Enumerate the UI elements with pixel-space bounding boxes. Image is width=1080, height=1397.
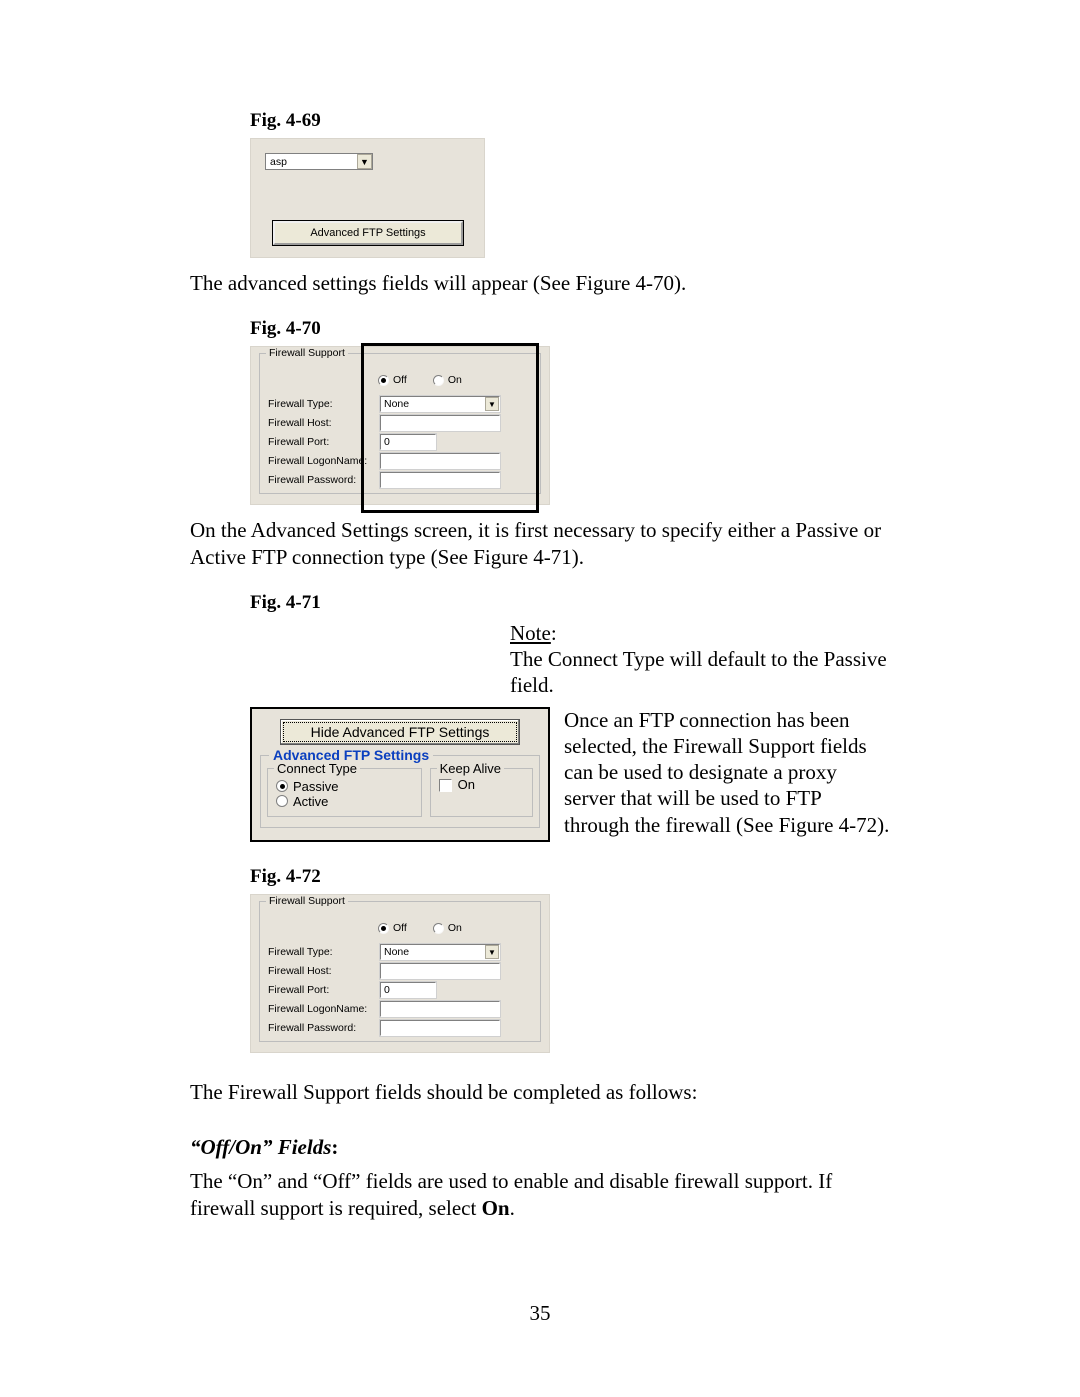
firewall-support-fieldset: Firewall Support Off On Firewall Type: N…	[259, 353, 541, 494]
inner-row: Connect Type Passive Active Keep Alive O…	[267, 768, 533, 818]
firewall-logon-label: Firewall LogonName:	[268, 1003, 380, 1015]
firewall-logon-input[interactable]	[380, 453, 500, 469]
chevron-down-icon: ▼	[485, 945, 499, 959]
extension-dropdown[interactable]: asp ▼	[265, 153, 373, 170]
firewall-type-label: Firewall Type:	[268, 398, 380, 410]
form-row: Firewall Password:	[268, 1020, 532, 1036]
flow-paragraph: Once an FTP connection has been selected…	[564, 707, 890, 838]
firewall-support-legend: Firewall Support	[266, 895, 348, 907]
figure-label-71: Fig. 4-71	[250, 592, 890, 614]
flow-text: Once an FTP connection has been selected…	[564, 708, 889, 837]
advanced-ftp-settings-button-label: Advanced FTP Settings	[310, 227, 425, 239]
firewall-type-dropdown[interactable]: None ▼	[380, 944, 500, 960]
firewall-type-value: None	[384, 398, 409, 410]
chevron-down-icon: ▼	[485, 397, 499, 411]
active-radio[interactable]: Active	[276, 794, 328, 809]
firewall-support-legend: Firewall Support	[266, 347, 348, 359]
form-row: Firewall Host:	[268, 415, 532, 431]
form-row: Firewall Type: None ▼	[268, 944, 532, 960]
page-number: 35	[190, 1301, 890, 1326]
firewall-onoff-row: Off On	[378, 374, 532, 386]
radio-icon	[276, 795, 288, 807]
note-colon: :	[551, 621, 557, 645]
radio-icon	[276, 780, 288, 792]
radio-icon	[378, 923, 389, 934]
firewall-password-input[interactable]	[380, 472, 500, 488]
offon-heading-text: “Off/On” Fields	[190, 1135, 331, 1159]
firewall-password-input[interactable]	[380, 1020, 500, 1036]
keep-alive-legend: Keep Alive	[437, 761, 504, 776]
form-row: Firewall LogonName:	[268, 453, 532, 469]
hide-advanced-ftp-button[interactable]: Hide Advanced FTP Settings	[280, 719, 520, 745]
firewall-off-radio[interactable]: Off	[378, 922, 407, 934]
offon-body-c: .	[510, 1196, 515, 1220]
form-row: Firewall Port: 0	[268, 434, 532, 450]
radio-icon	[433, 375, 444, 386]
firewall-type-dropdown[interactable]: None ▼	[380, 396, 500, 412]
form-row: Firewall LogonName:	[268, 1001, 532, 1017]
firewall-password-label: Firewall Password:	[268, 1022, 380, 1034]
chevron-down-icon: ▼	[357, 154, 372, 169]
offon-heading-colon: :	[331, 1135, 338, 1159]
keep-alive-on-label: On	[458, 777, 475, 792]
firewall-port-label: Firewall Port:	[268, 984, 380, 996]
firewall-logon-label: Firewall LogonName:	[268, 455, 380, 467]
document-page: Fig. 4-69 asp ▼ Advanced FTP Settings Th…	[0, 0, 1080, 1386]
firewall-on-radio[interactable]: On	[433, 922, 462, 934]
paragraph: The Firewall Support fields should be co…	[190, 1079, 890, 1105]
form-row: Firewall Type: None ▼	[268, 396, 532, 412]
figure-71-wrap: Note: The Connect Type will default to t…	[190, 620, 890, 848]
radio-label: Off	[393, 374, 407, 386]
offon-body: The “On” and “Off” fields are used to en…	[190, 1168, 890, 1221]
connect-type-fieldset: Connect Type Passive Active	[267, 768, 422, 818]
firewall-onoff-row: Off On	[378, 922, 532, 934]
hide-advanced-ftp-label: Hide Advanced FTP Settings	[311, 724, 490, 740]
form-row: Firewall Host:	[268, 963, 532, 979]
keep-alive-fieldset: Keep Alive On	[430, 768, 533, 818]
extension-dropdown-value: asp	[270, 156, 287, 168]
firewall-port-input[interactable]: 0	[380, 982, 436, 998]
figure-71-panel: Hide Advanced FTP Settings Advanced FTP …	[250, 707, 550, 843]
firewall-type-label: Firewall Type:	[268, 946, 380, 958]
firewall-host-input[interactable]	[380, 415, 500, 431]
figure-label-72: Fig. 4-72	[250, 866, 890, 888]
figure-72-panel: Firewall Support Off On Firewall Type: N…	[250, 894, 550, 1053]
figure-70-panel: Firewall Support Off On Firewall Type: N…	[250, 346, 550, 505]
radio-label: On	[448, 922, 462, 934]
firewall-support-fieldset: Firewall Support Off On Firewall Type: N…	[259, 901, 541, 1042]
offon-heading: “Off/On” Fields:	[190, 1135, 890, 1160]
firewall-port-label: Firewall Port:	[268, 436, 380, 448]
figure-label-70: Fig. 4-70	[250, 318, 890, 340]
connect-type-legend: Connect Type	[274, 761, 360, 776]
firewall-host-label: Firewall Host:	[268, 965, 380, 977]
paragraph: The advanced settings fields will appear…	[190, 270, 890, 296]
radio-label: Active	[293, 794, 328, 809]
form-row: Firewall Port: 0	[268, 982, 532, 998]
offon-body-on: On	[482, 1196, 510, 1220]
firewall-port-input[interactable]: 0	[380, 434, 436, 450]
advanced-ftp-settings-button[interactable]: Advanced FTP Settings	[273, 221, 463, 245]
firewall-host-label: Firewall Host:	[268, 417, 380, 429]
figure-label-69: Fig. 4-69	[250, 110, 890, 132]
passive-radio[interactable]: Passive	[276, 779, 339, 794]
radio-label: Passive	[293, 779, 339, 794]
firewall-on-radio[interactable]: On	[433, 374, 462, 386]
paragraph: On the Advanced Settings screen, it is f…	[190, 517, 890, 570]
radio-label: Off	[393, 922, 407, 934]
firewall-off-radio[interactable]: Off	[378, 374, 407, 386]
keep-alive-checkbox[interactable]	[439, 779, 452, 792]
radio-label: On	[448, 374, 462, 386]
firewall-password-label: Firewall Password:	[268, 474, 380, 486]
advanced-ftp-fieldset: Advanced FTP Settings Connect Type Passi…	[260, 755, 540, 829]
figure-69-panel: asp ▼ Advanced FTP Settings	[250, 138, 485, 258]
form-row: Firewall Password:	[268, 472, 532, 488]
radio-icon	[378, 375, 389, 386]
note-label: Note	[510, 621, 551, 645]
firewall-host-input[interactable]	[380, 963, 500, 979]
note-block: Note: The Connect Type will default to t…	[510, 620, 890, 699]
firewall-type-value: None	[384, 946, 409, 958]
firewall-logon-input[interactable]	[380, 1001, 500, 1017]
note-body: The Connect Type will default to the Pas…	[510, 647, 887, 697]
radio-icon	[433, 923, 444, 934]
